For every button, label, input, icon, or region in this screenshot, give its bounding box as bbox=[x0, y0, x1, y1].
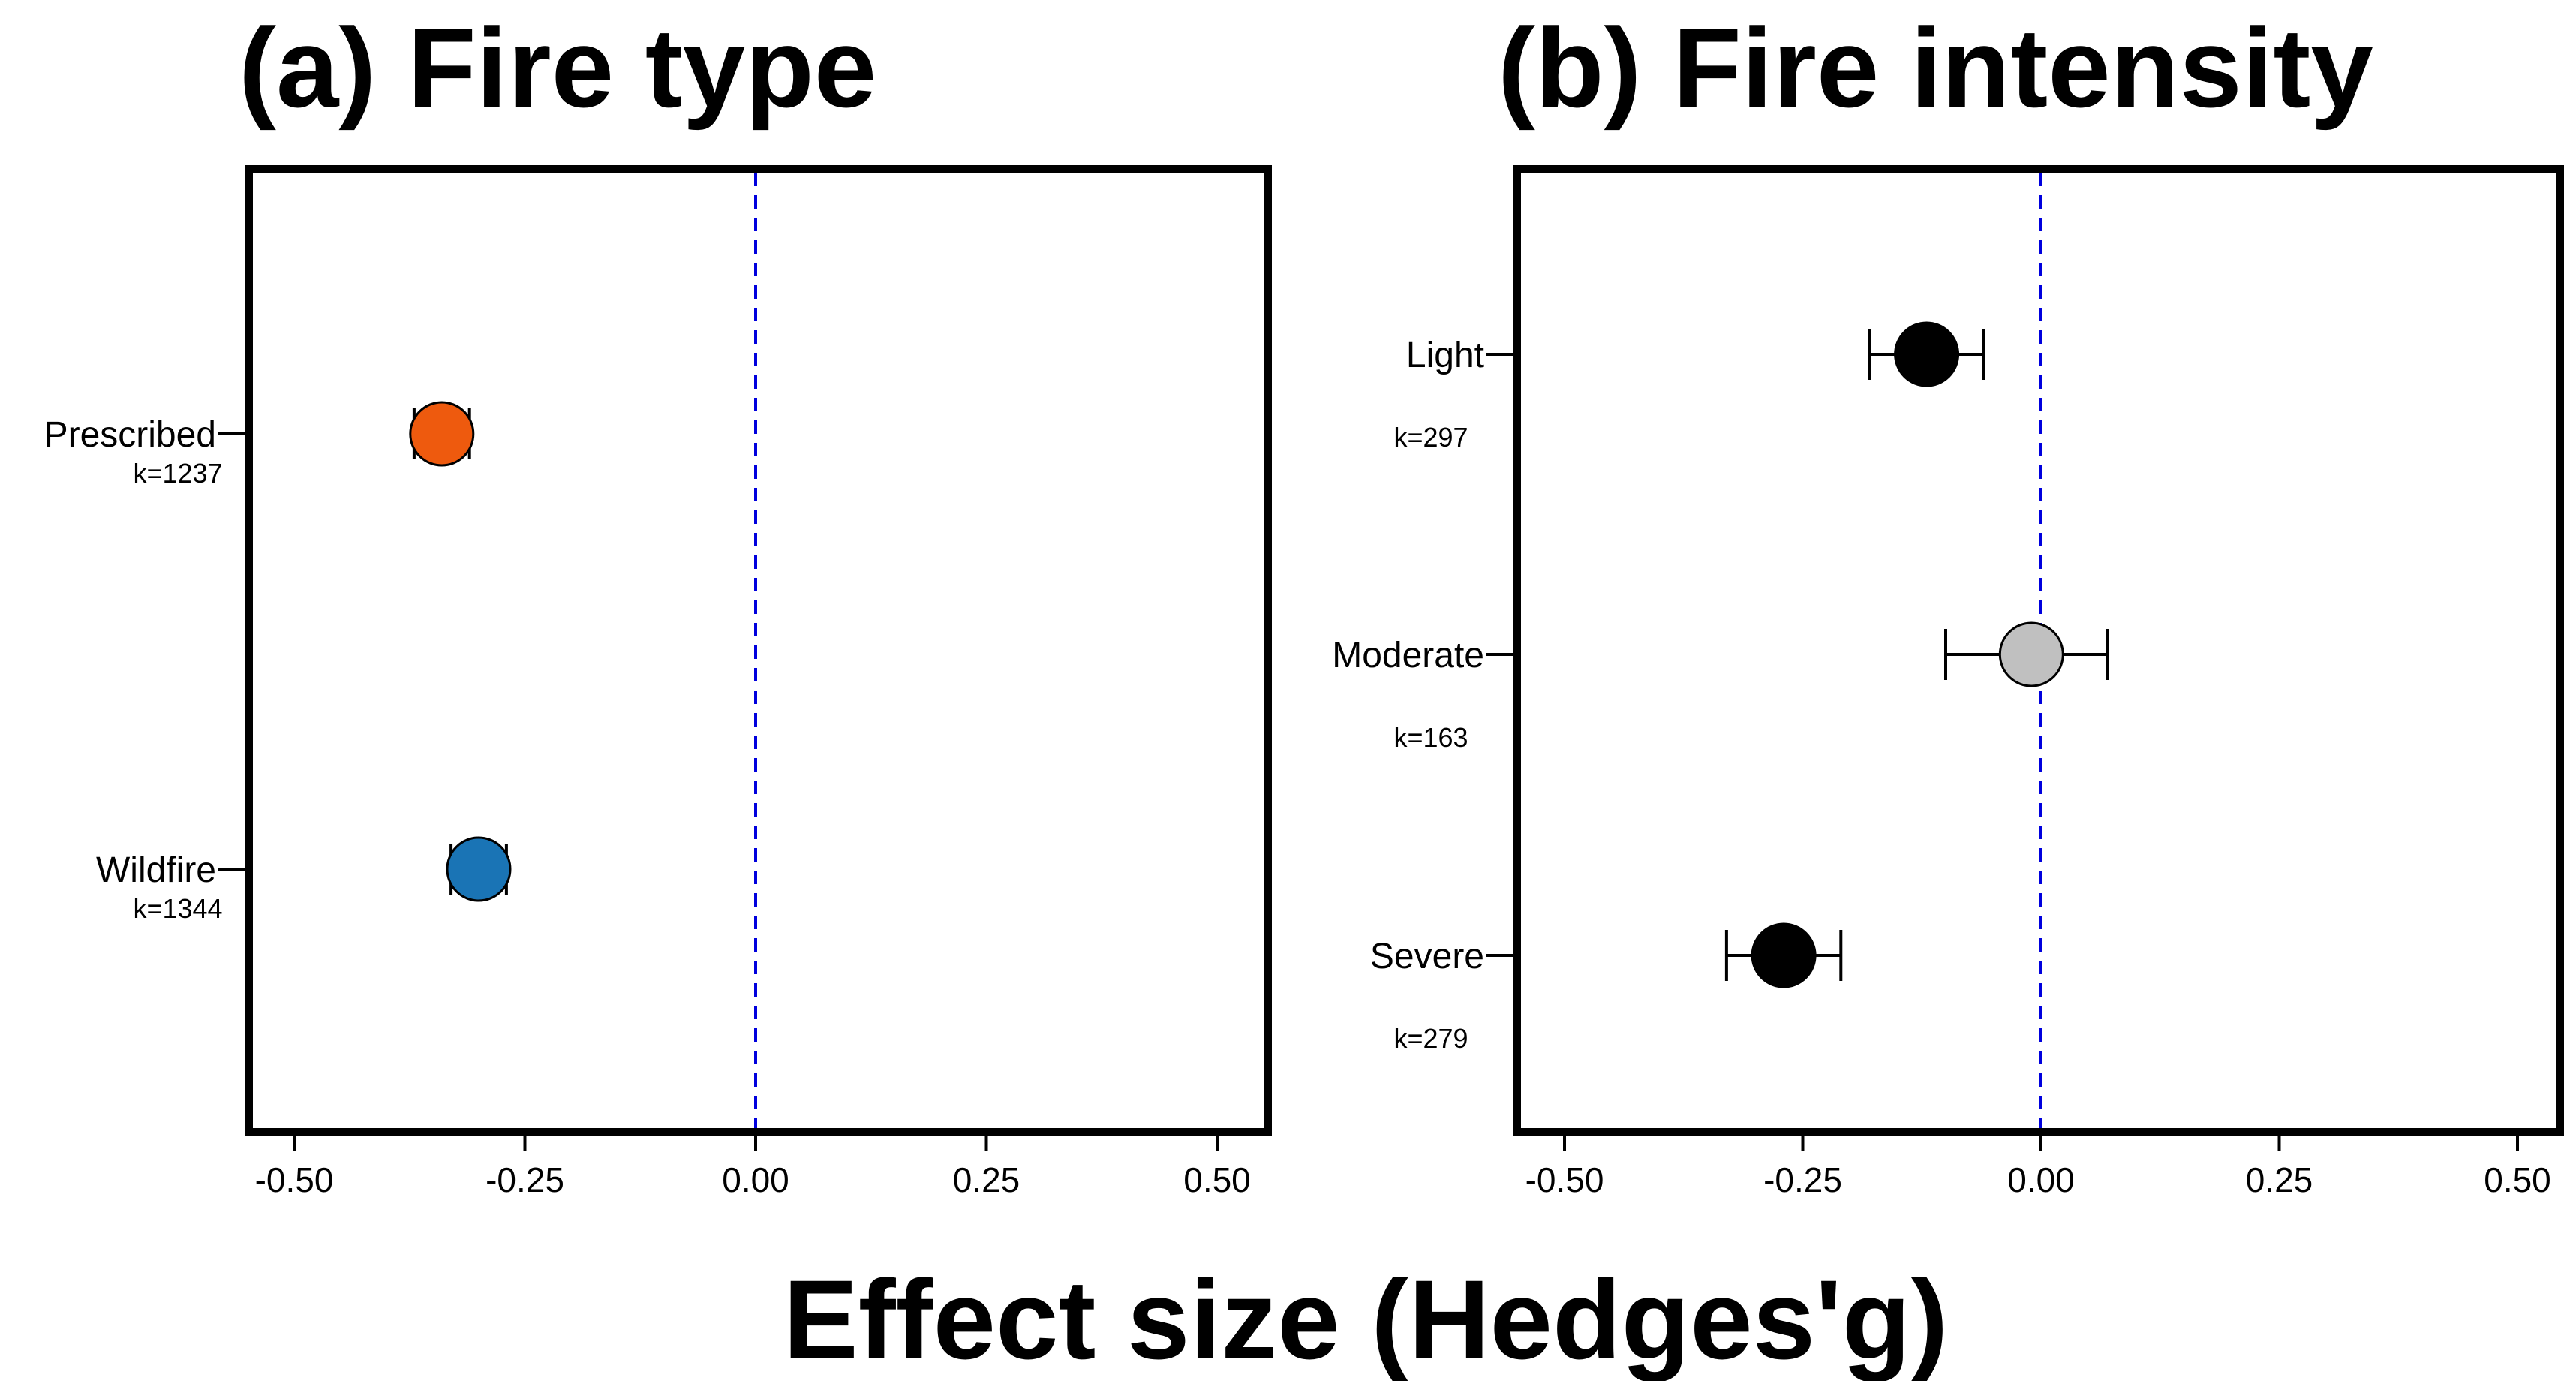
plot-frame bbox=[245, 165, 1272, 1136]
sample-size-label: k=1237 bbox=[133, 458, 222, 489]
x-tick-label: 0.25 bbox=[953, 1160, 1020, 1199]
panel-b-title: (b) Fire intensity bbox=[1498, 5, 2373, 131]
x-tick-label: -0.25 bbox=[1763, 1160, 1842, 1199]
x-tick-label: -0.50 bbox=[255, 1160, 334, 1199]
effect-size-point bbox=[1998, 621, 2064, 687]
sample-size-label: k=297 bbox=[1393, 422, 1468, 453]
category-label: Severe bbox=[1370, 937, 1484, 976]
panel-b-plot: -0.50 -0.25 0.00 0.25 0.50 Light k=297 Moderate… bbox=[1332, 165, 2564, 1199]
x-tick-label: -0.25 bbox=[485, 1160, 564, 1199]
effect-size-point bbox=[446, 836, 512, 902]
plot-frame bbox=[1513, 165, 2564, 1136]
x-tick-label: 0.50 bbox=[2484, 1160, 2551, 1199]
x-tick-label: 0.25 bbox=[2246, 1160, 2313, 1199]
effect-size-point bbox=[409, 401, 475, 467]
category-label: Wildfire bbox=[96, 850, 216, 890]
category-label: Prescribed bbox=[44, 415, 216, 455]
sample-size-label: k=279 bbox=[1393, 1023, 1468, 1054]
sample-size-label: k=1344 bbox=[133, 893, 222, 924]
effect-size-point bbox=[1751, 922, 1817, 988]
x-tick-label: -0.50 bbox=[1525, 1160, 1604, 1199]
category-label: Light bbox=[1406, 335, 1484, 375]
panel-a-title: (a) Fire type bbox=[239, 5, 876, 131]
x-tick-label: 0.50 bbox=[1183, 1160, 1251, 1199]
x-tick-label: 0.00 bbox=[2007, 1160, 2075, 1199]
x-tick-label: 0.00 bbox=[722, 1160, 789, 1199]
effect-size-point bbox=[1894, 321, 1960, 387]
sample-size-label: k=163 bbox=[1393, 722, 1468, 753]
category-label: Moderate bbox=[1332, 636, 1484, 675]
x-axis-label: Effect size (Hedges'g) bbox=[783, 1256, 1949, 1381]
